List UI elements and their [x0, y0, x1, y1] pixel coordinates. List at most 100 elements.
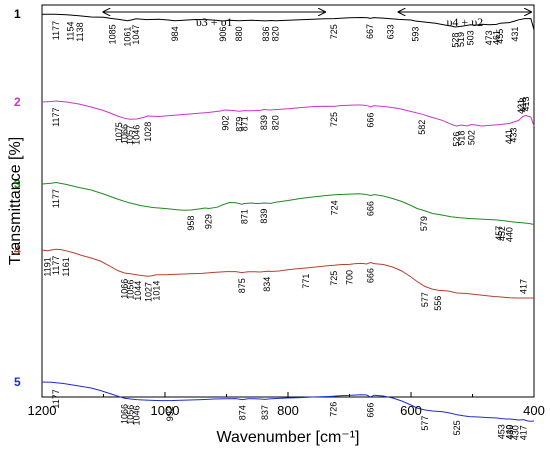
peak-label-3-724: 724 — [330, 200, 340, 215]
peak-label-2-1066: 1066 — [119, 124, 129, 144]
peak-label-4-771: 771 — [301, 274, 311, 289]
region-brackets: υ3 + υ1 υ4 + υ2 — [104, 12, 531, 29]
peak-label-5-874: 874 — [238, 405, 248, 420]
peak-label-1-906: 906 — [218, 27, 228, 42]
x-tick-label-800: 800 — [277, 403, 299, 418]
peak-label-4-875: 875 — [237, 278, 247, 293]
series-1-label: 1 — [14, 7, 21, 21]
region-label-2: υ4 + υ2 — [446, 15, 483, 29]
peak-label-5-1177: 1177 — [51, 389, 61, 408]
peak-label-1-1177: 1177 — [51, 21, 61, 40]
peak-label-1-593: 593 — [410, 27, 420, 42]
series-3-label: 3 — [14, 177, 21, 191]
series-3-line — [41, 181, 535, 225]
peak-label-5-453: 453 — [496, 424, 506, 439]
peak-label-1-1138: 1138 — [75, 22, 85, 41]
series-5-line — [41, 381, 535, 422]
peak-label-2-1057: 1057 — [125, 125, 135, 145]
peak-label-2-421: 421 — [516, 99, 526, 114]
x-tick-label-1200: 1200 — [28, 403, 57, 418]
peak-label-5-992: 992 — [165, 406, 175, 421]
peak-label-4-1056: 1056 — [126, 280, 136, 300]
peak-label-4-577: 577 — [420, 292, 430, 307]
peak-label-2-582: 582 — [417, 120, 427, 135]
peak-label-1-503: 503 — [466, 30, 476, 45]
x-axis-ticks: 1200 1000 800 600 400 — [28, 392, 545, 418]
peak-label-1-984: 984 — [170, 26, 180, 41]
peak-label-2-902: 902 — [220, 116, 230, 131]
peak-label-2-526: 526 — [452, 132, 462, 147]
x-tick-label-600: 600 — [400, 403, 422, 418]
peak-label-1-633: 633 — [386, 24, 396, 39]
peak-label-3-958: 958 — [186, 216, 196, 231]
peak-label-2-725: 725 — [329, 112, 339, 127]
peak-label-5-726: 726 — [329, 402, 339, 417]
peak-label-5-525: 525 — [452, 420, 462, 435]
peak-label-2-518: 518 — [456, 131, 466, 146]
x-tick-label-1000: 1000 — [151, 403, 180, 418]
y-axis-title: Transmittance [%] — [7, 137, 24, 265]
peak-label-5-417: 417 — [519, 425, 529, 440]
x-axis-title: Wavenumber [cm⁻¹] — [217, 429, 360, 446]
series-5-label: 5 — [14, 375, 21, 389]
peak-label-5-666: 666 — [365, 403, 375, 418]
peak-label-3-871: 871 — [239, 209, 249, 224]
peak-label-4-666: 666 — [365, 268, 375, 283]
peak-label-1-455: 455 — [495, 29, 505, 44]
peak-label-2-1075: 1075 — [114, 122, 124, 142]
peak-label-2-1028: 1028 — [143, 122, 153, 142]
peak-label-2-441: 441 — [504, 129, 514, 144]
peak-label-4-417: 417 — [519, 279, 529, 294]
peak-label-2-871: 871 — [239, 116, 249, 131]
peak-label-1-836: 836 — [261, 26, 271, 41]
peak-label-1-1085: 1085 — [108, 24, 118, 44]
series-4-line — [41, 248, 534, 299]
peak-label-4-1161: 1161 — [61, 257, 71, 276]
peak-label-3-839: 839 — [259, 209, 269, 224]
peak-label-2-820: 820 — [271, 115, 281, 130]
peak-label-1-473: 473 — [484, 30, 494, 45]
peak-label-4-700: 700 — [345, 270, 355, 285]
series-1-line — [41, 13, 535, 31]
peak-label-5-1046: 1046 — [132, 405, 142, 425]
series-2-label: 2 — [14, 95, 21, 109]
peak-label-2-418: 418 — [518, 97, 528, 112]
peak-label-4-725: 725 — [329, 271, 339, 286]
peak-label-4-1177: 1177 — [51, 256, 61, 275]
peak-label-5-837: 837 — [260, 405, 270, 420]
peak-label-3-666: 666 — [365, 201, 375, 216]
peak-label-3-457: 457 — [494, 226, 504, 241]
peak-label-1-667: 667 — [365, 24, 375, 39]
region-label-1: υ3 + υ1 — [196, 15, 233, 29]
peak-label-1-725: 725 — [329, 24, 339, 39]
peak-label-4-1044: 1044 — [133, 281, 143, 301]
series-4-label: 4 — [14, 243, 21, 257]
peak-label-1-528: 528 — [450, 33, 460, 48]
peak-label-3-440: 440 — [504, 227, 514, 242]
peak-label-1-1154: 1154 — [65, 22, 75, 41]
peak-label-4-556: 556 — [433, 296, 443, 311]
peak-label-3-452: 452 — [497, 226, 507, 241]
peak-label-5-577: 577 — [420, 416, 430, 431]
x-tick-label-400: 400 — [523, 403, 545, 418]
series-lines: 1 2 3 4 5 — [14, 7, 535, 422]
peak-label-4-1027: 1027 — [143, 282, 153, 302]
peak-label-4-834: 834 — [262, 277, 272, 292]
series-2-line — [41, 100, 535, 127]
peak-label-3-579: 579 — [419, 216, 429, 231]
peak-label-5-440: 440 — [504, 425, 514, 440]
peak-label-1-519: 519 — [456, 32, 466, 47]
peak-label-2-1177: 1177 — [51, 107, 61, 126]
peak-label-2-413: 413 — [521, 96, 531, 111]
peak-label-4-1191: 1191 — [43, 257, 53, 276]
peak-label-4-1014: 1014 — [151, 281, 161, 301]
peak-label-5-430: 430 — [511, 425, 521, 440]
peak-label-3-1177: 1177 — [51, 189, 61, 208]
peak-label-4-1066: 1066 — [119, 279, 129, 299]
peak-label-5-1056: 1056 — [126, 405, 136, 425]
peak-label-1-431: 431 — [510, 27, 520, 42]
peak-label-2-1046: 1046 — [132, 125, 142, 145]
peak-label-2-666: 666 — [365, 113, 375, 128]
